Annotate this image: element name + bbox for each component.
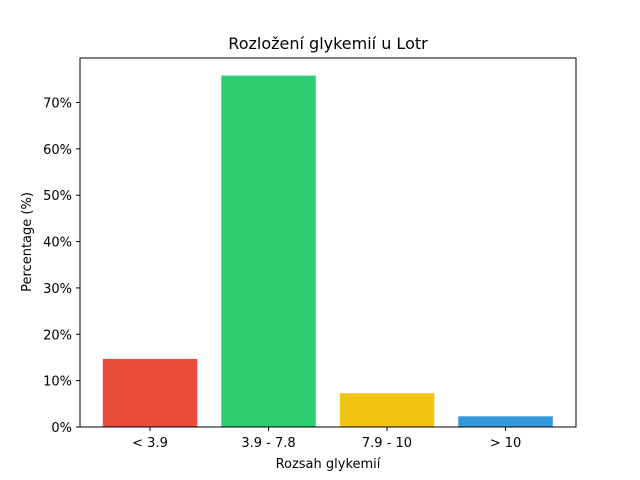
x-axis-label: Rozsah glykemií bbox=[276, 457, 381, 472]
y-tick-label: 70% bbox=[43, 97, 72, 112]
y-tick-label: 50% bbox=[43, 189, 72, 204]
bars-layer bbox=[102, 75, 553, 427]
bar-3 bbox=[458, 416, 553, 427]
x-tick-label: 7.9 - 10 bbox=[362, 436, 412, 451]
y-tick-label: 40% bbox=[43, 236, 72, 251]
x-axis-ticks: < 3.9 3.9 - 7.8 7.9 - 10 > 10 bbox=[132, 427, 521, 451]
y-axis-label: Percentage (%) bbox=[20, 192, 35, 292]
bar-1 bbox=[221, 75, 316, 427]
y-tick-label: 20% bbox=[43, 328, 72, 343]
y-tick-label: 10% bbox=[43, 375, 72, 390]
x-tick-label: 3.9 - 7.8 bbox=[241, 436, 295, 451]
x-tick-label: < 3.9 bbox=[132, 436, 168, 451]
plot-frame bbox=[79, 57, 577, 428]
chart-title: Rozložení glykemií u Lotr bbox=[228, 34, 428, 53]
y-axis-ticks: 0% 10% 20% 30% 40% 50% 60% 70% bbox=[43, 97, 80, 436]
y-tick-label: 30% bbox=[43, 282, 72, 297]
y-tick-label: 0% bbox=[51, 421, 72, 436]
bar-0 bbox=[102, 358, 198, 427]
x-tick-label: > 10 bbox=[490, 436, 522, 451]
y-tick-label: 60% bbox=[43, 143, 72, 158]
bar-2 bbox=[339, 393, 435, 427]
